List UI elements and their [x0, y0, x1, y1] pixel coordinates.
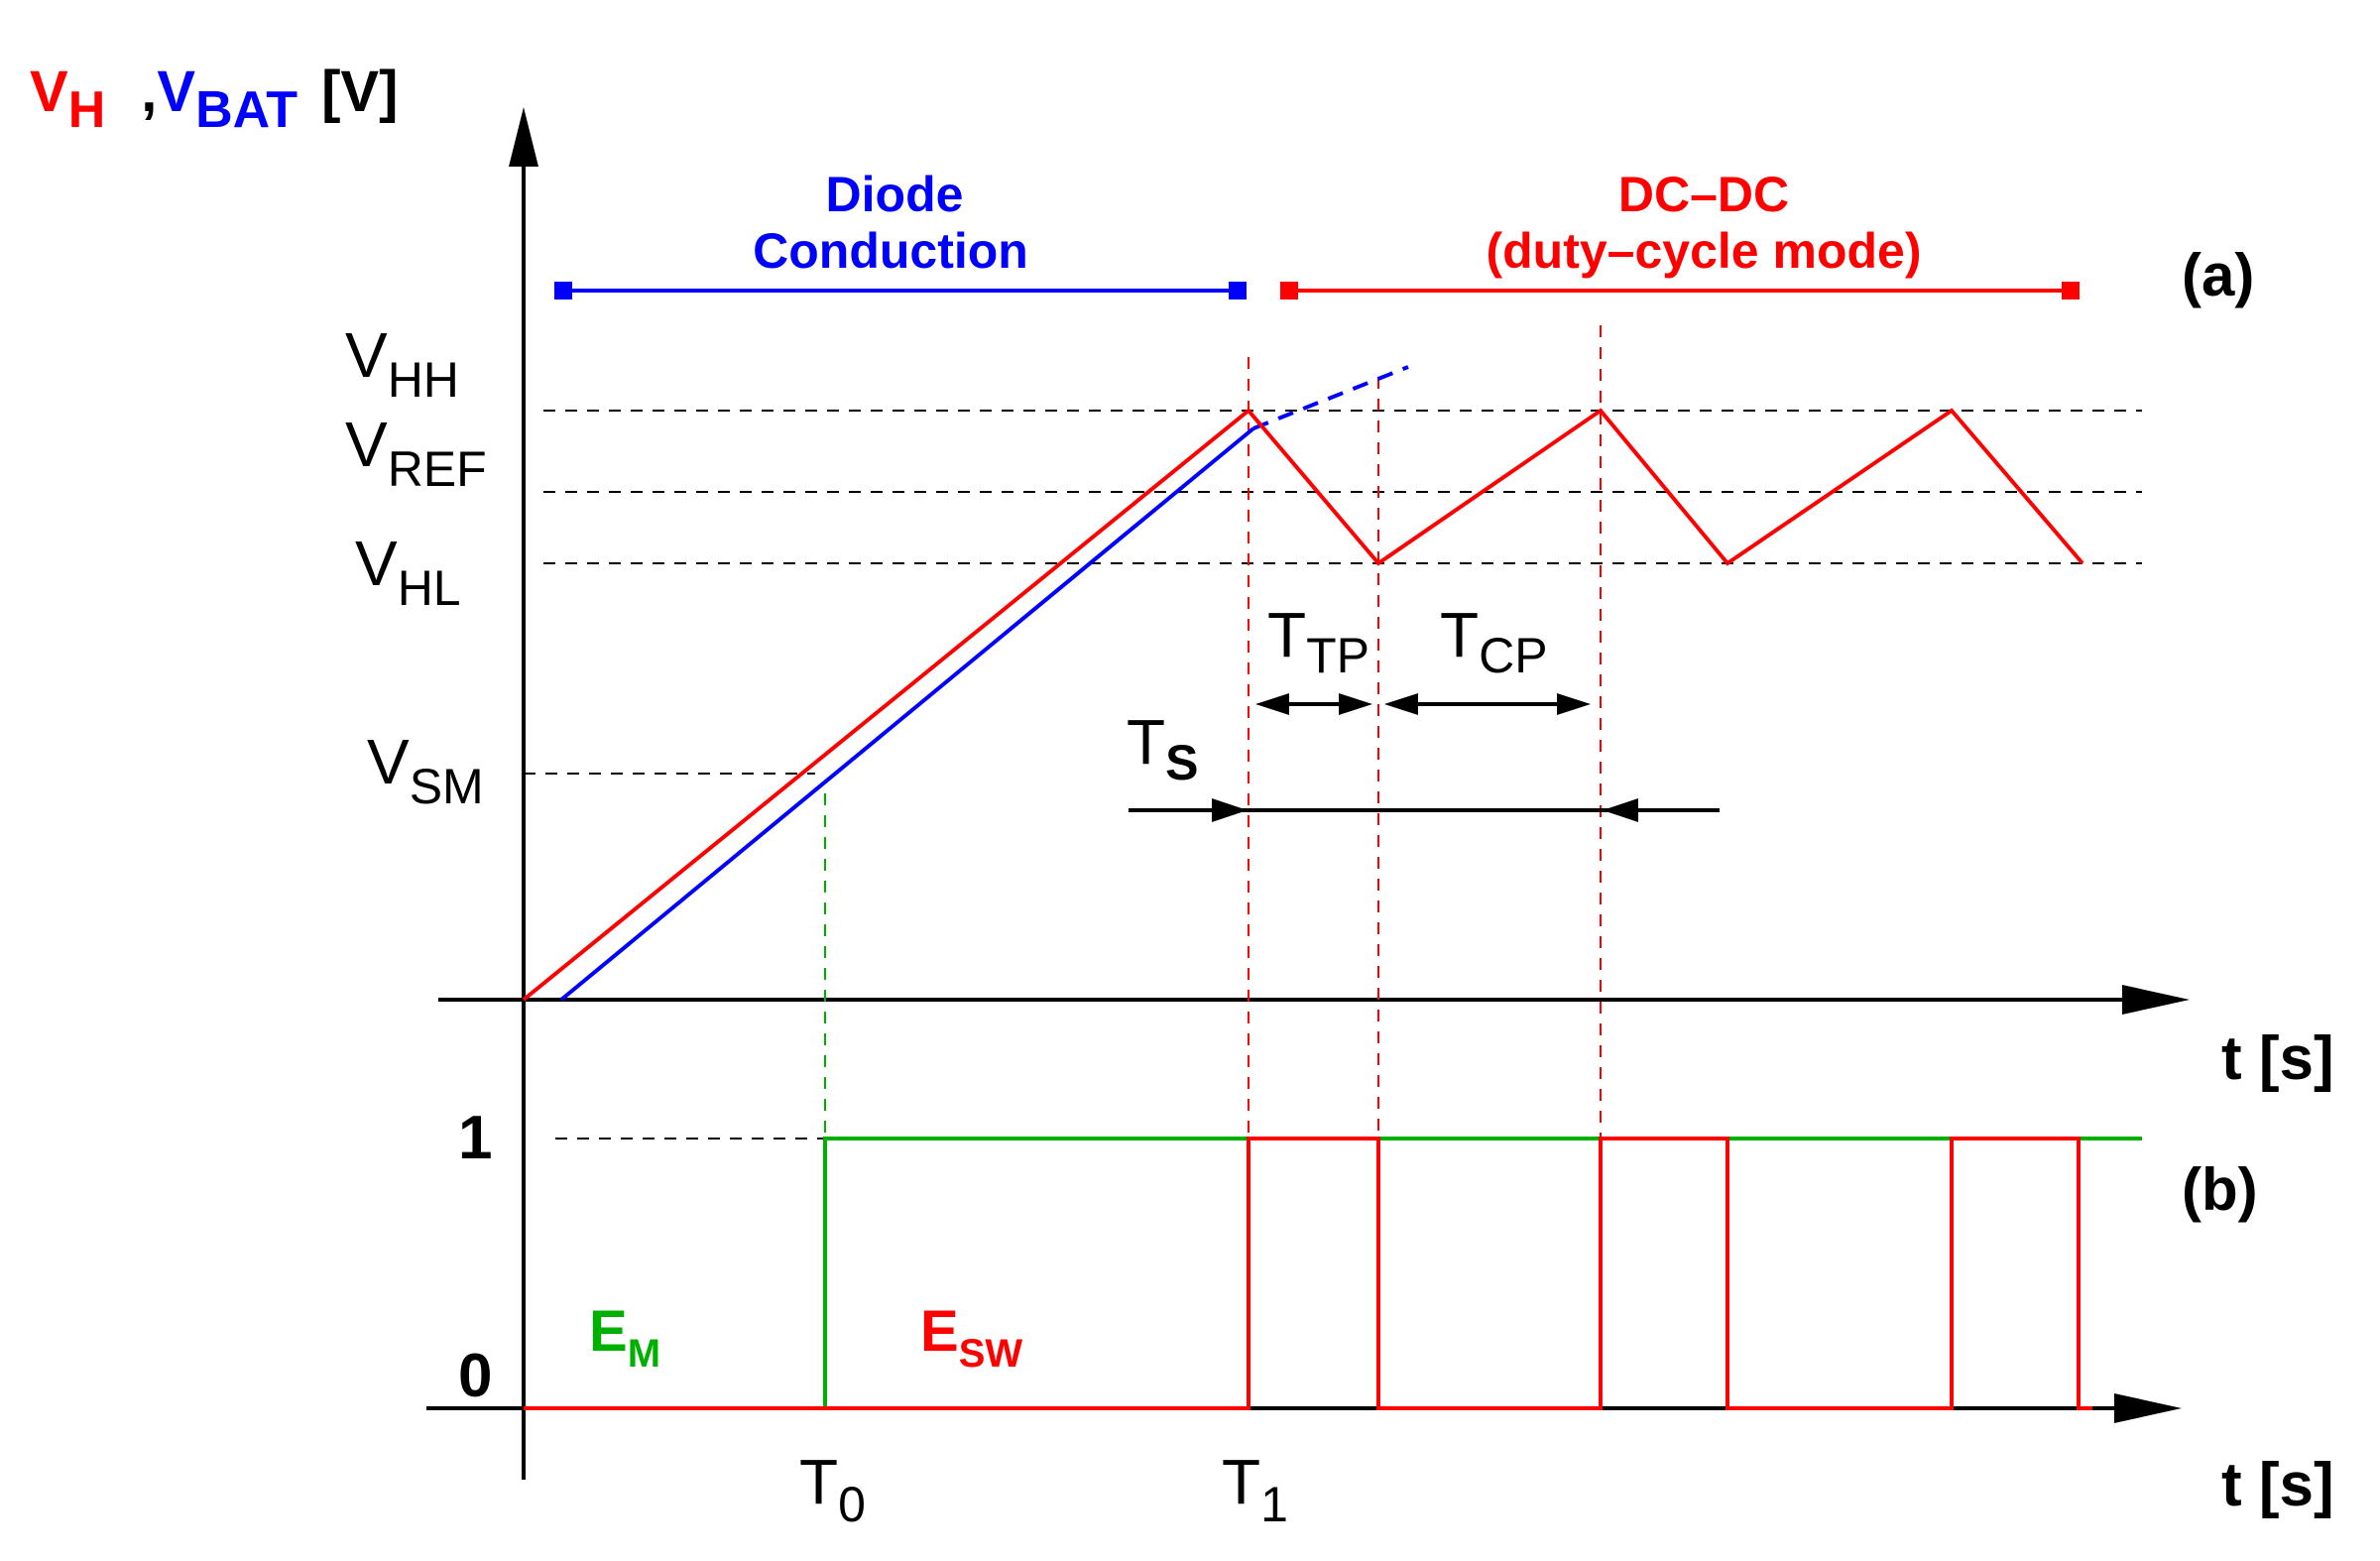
vh-subscript: H: [68, 81, 106, 139]
time-axis-label-top: t [s]: [2221, 1024, 2334, 1093]
time-axis-label-bottom: t [s]: [2221, 1451, 2334, 1519]
diode-phase-bracket: [554, 282, 1247, 300]
vh-waveform: [522, 408, 2084, 1002]
vbat-extrapolation: [1252, 365, 1409, 430]
vref-label: VREF: [345, 409, 487, 497]
vsm-label: VSM: [367, 726, 484, 814]
em-waveform: [823, 1137, 2142, 1408]
vbat-waveform: [559, 426, 1255, 1002]
vbat-subscript: BAT: [195, 81, 298, 139]
esw-label: ESW: [920, 1299, 1022, 1376]
vhh-label: VHH: [345, 319, 459, 408]
ttp-label: TTP: [1267, 599, 1369, 683]
em-label: EM: [589, 1299, 660, 1376]
dcdc-phase-label-2: (duty–cycle mode): [1486, 223, 1921, 279]
vhl-label: VHL: [355, 528, 461, 616]
esw-waveform: [524, 1137, 2092, 1410]
t1-label: T1: [1222, 1446, 1288, 1532]
y-axis-unit: [V]: [321, 60, 398, 124]
tcp-label: TCP: [1440, 599, 1548, 683]
t0-label: T0: [799, 1446, 866, 1532]
label-separator: ,: [141, 60, 157, 124]
dcdc-phase-bracket: [1280, 282, 2080, 300]
dcdc-phase-label-1: DC–DC: [1618, 167, 1789, 222]
logic-zero-label: 0: [458, 1342, 492, 1410]
x-axis-top: [438, 985, 2190, 1015]
y-axis-label: VH ,VBAT [V]: [30, 60, 398, 139]
y-axis: [509, 107, 538, 1480]
panel-label-a: (a): [2182, 242, 2254, 308]
logic-one-label: 1: [458, 1104, 492, 1172]
ts-arrow: [1129, 798, 1720, 822]
panel-label-b: (b): [2182, 1156, 2258, 1223]
ttp-arrow: [1255, 693, 1372, 715]
diode-phase-label-1: Diode: [826, 167, 964, 222]
vbat-symbol: V: [157, 60, 195, 124]
vh-symbol: V: [30, 60, 68, 124]
tcp-arrow: [1384, 693, 1591, 715]
diode-phase-label-2: Conduction: [753, 223, 1028, 279]
ts-label: TS: [1127, 706, 1198, 790]
